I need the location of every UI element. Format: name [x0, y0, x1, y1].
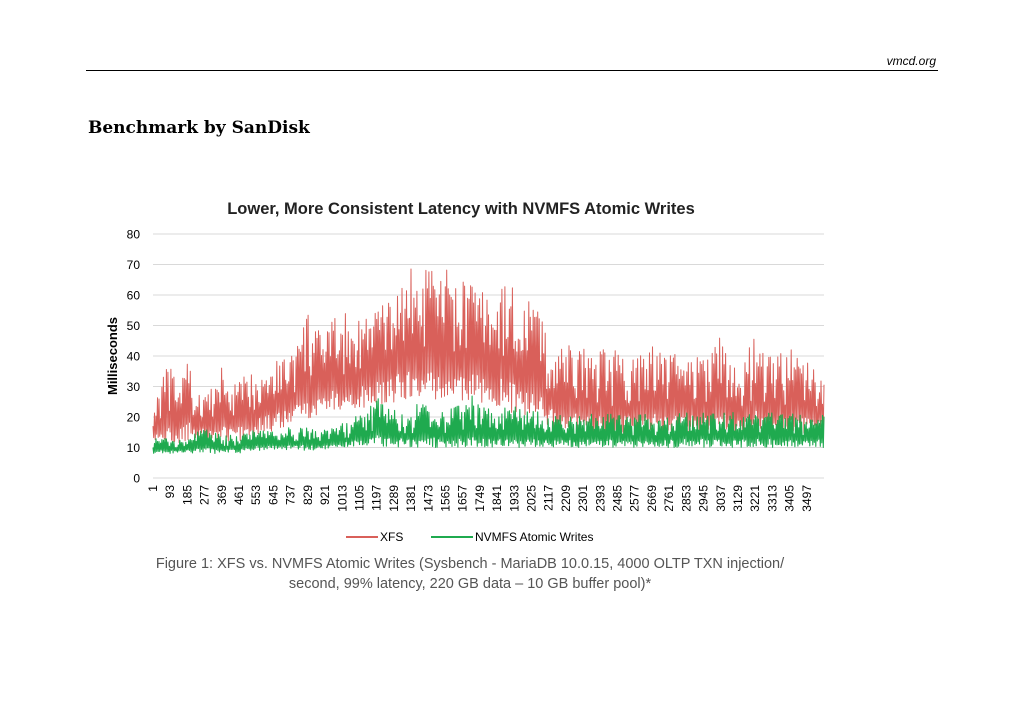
x-tick-label: 553 [249, 485, 263, 505]
x-tick-label: 3313 [765, 485, 779, 512]
series-line-xfs [152, 268, 825, 444]
y-axis-label: Milliseconds [105, 317, 120, 395]
x-tick-label: 185 [180, 485, 194, 505]
x-tick-label: 1381 [404, 485, 418, 512]
legend: XFS NVMFS Atomic Writes [346, 530, 593, 544]
y-tick-label: 10 [127, 441, 141, 455]
x-axis-ticks: 1 93 185 277 369 461 553 645 737 829 921 1013 1105 11… [146, 485, 814, 512]
x-tick-label: 829 [301, 485, 315, 505]
x-tick-label: 1841 [490, 485, 504, 512]
y-tick-label: 60 [127, 289, 141, 303]
y-tick-label: 50 [127, 319, 141, 333]
x-tick-label: 2485 [611, 485, 625, 512]
x-tick-label: 3405 [783, 485, 797, 512]
x-tick-label: 3129 [731, 485, 745, 512]
legend-label-nvmfs: NVMFS Atomic Writes [475, 530, 593, 544]
series-line-nvmfs [152, 395, 825, 455]
x-tick-label: 2577 [628, 485, 642, 512]
x-tick-label: 1933 [507, 485, 521, 512]
x-tick-label: 921 [318, 485, 332, 505]
x-tick-label: 2025 [525, 485, 539, 512]
x-tick-label: 2301 [576, 485, 590, 512]
figure-caption: Figure 1: XFS vs. NVMFS Atomic Writes (S… [100, 554, 840, 594]
x-tick-label: 1197 [370, 485, 384, 511]
chart-title: Lower, More Consistent Latency with NVMF… [227, 200, 695, 218]
x-tick-label: 1749 [473, 485, 487, 512]
section-title: Benchmark by SanDisk [88, 118, 310, 138]
x-tick-label: 2945 [697, 485, 711, 512]
y-tick-label: 0 [133, 472, 140, 486]
x-tick-label: 2853 [679, 485, 693, 512]
series-layer [152, 268, 825, 455]
x-tick-label: 2761 [662, 485, 676, 512]
x-tick-label: 3497 [800, 485, 814, 512]
x-tick-label: 2117 [542, 485, 556, 511]
x-tick-label: 2393 [593, 485, 607, 512]
site-name: vmcd.org [886, 54, 936, 68]
x-tick-label: 3037 [714, 485, 728, 512]
x-tick-label: 1 [146, 485, 160, 492]
header-divider [86, 70, 938, 71]
x-tick-label: 369 [215, 485, 229, 505]
y-tick-label: 40 [127, 350, 141, 364]
latency-chart: Lower, More Consistent Latency with NVMF… [105, 200, 825, 544]
x-tick-label: 645 [266, 485, 280, 505]
x-tick-label: 93 [163, 485, 177, 499]
y-tick-label: 20 [127, 411, 141, 425]
x-tick-label: 737 [284, 485, 298, 505]
x-tick-label: 461 [232, 485, 246, 505]
caption-line-2: second, 99% latency, 220 GB data – 10 GB… [288, 576, 652, 592]
y-axis-ticks: 0 10 20 30 40 50 60 70 80 [127, 228, 141, 486]
x-tick-label: 1473 [421, 485, 435, 512]
caption-line-1: Figure 1: XFS vs. NVMFS Atomic Writes (S… [155, 556, 785, 572]
x-tick-label: 2669 [645, 485, 659, 512]
y-tick-label: 30 [127, 380, 141, 394]
legend-label-xfs: XFS [380, 530, 403, 544]
y-tick-label: 80 [127, 228, 141, 242]
x-tick-label: 1565 [438, 485, 452, 512]
x-tick-label: 1289 [387, 485, 401, 512]
x-tick-label: 1657 [456, 485, 470, 512]
x-tick-label: 277 [198, 485, 212, 505]
y-tick-label: 70 [127, 258, 141, 272]
x-tick-label: 2209 [559, 485, 573, 512]
x-tick-label: 3221 [748, 485, 762, 512]
x-tick-label: 1013 [335, 485, 349, 512]
x-tick-label: 1105 [352, 485, 366, 511]
